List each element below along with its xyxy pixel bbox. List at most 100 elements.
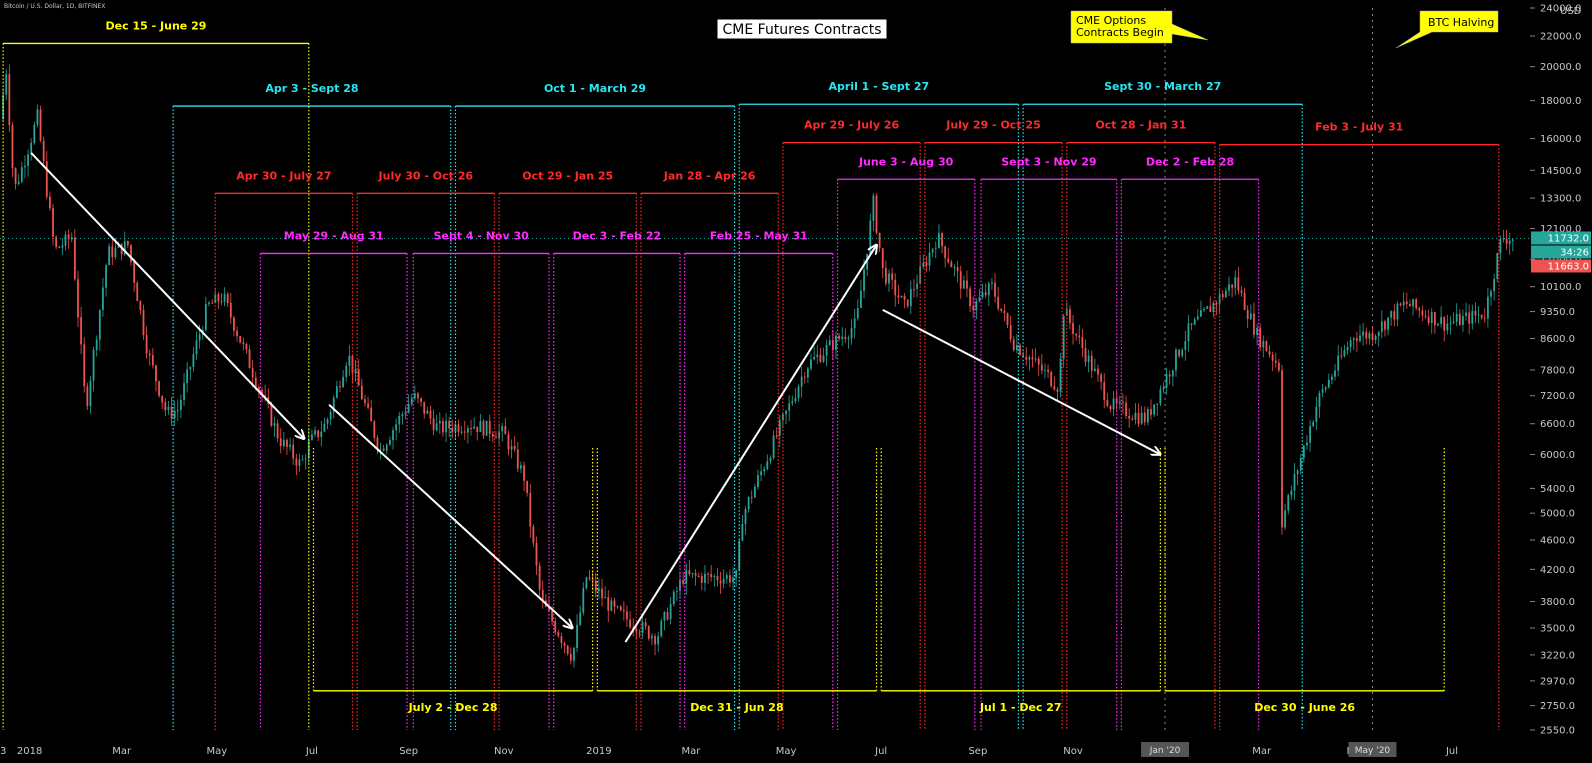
period-5: Apr 30 - July 27 bbox=[214, 169, 354, 730]
candle-body-236 bbox=[738, 540, 741, 571]
candle-body-307 bbox=[959, 271, 962, 289]
candle-body-36 bbox=[114, 247, 117, 258]
candle-body-191 bbox=[597, 588, 600, 592]
period-22: Jul 1 - Dec 27 bbox=[880, 448, 1161, 714]
candle-body-8 bbox=[27, 154, 29, 166]
period-label: Dec 3 - Feb 22 bbox=[573, 229, 661, 242]
candle-body-393 bbox=[1228, 284, 1230, 291]
candle-body-395 bbox=[1234, 277, 1237, 288]
candle-body-128 bbox=[401, 414, 404, 416]
period-label: Oct 29 - Jan 25 bbox=[522, 169, 613, 182]
period-2: Oct 1 - March 29 bbox=[454, 82, 736, 730]
candle-body-359 bbox=[1122, 401, 1124, 403]
x-tick-label-16: Jul bbox=[1445, 746, 1458, 757]
candle-body-286 bbox=[894, 279, 897, 296]
candle-body-451 bbox=[1409, 304, 1411, 307]
candle-body-32 bbox=[102, 287, 104, 311]
price-axis-bg bbox=[1530, 0, 1592, 759]
candle-body-166 bbox=[520, 465, 522, 469]
candle-body-161 bbox=[504, 426, 507, 435]
candle-body-391 bbox=[1221, 294, 1224, 298]
period-label: Sept 3 - Nov 29 bbox=[1001, 155, 1096, 168]
candle-body-422 bbox=[1318, 392, 1321, 407]
candle-body-412 bbox=[1287, 495, 1290, 511]
candle-body-163 bbox=[510, 446, 513, 450]
candle-body-388 bbox=[1212, 302, 1215, 312]
candle-body-26 bbox=[83, 344, 86, 387]
crosshair-markers-group bbox=[0, 8, 1530, 730]
candle-body-323 bbox=[1009, 324, 1012, 340]
candle-body-270 bbox=[844, 336, 847, 339]
candle-body-203 bbox=[635, 628, 638, 633]
period-label: Apr 3 - Sept 28 bbox=[265, 82, 358, 95]
candle-body-47 bbox=[148, 353, 151, 356]
candle-body-124 bbox=[389, 440, 391, 445]
candle-body-44 bbox=[139, 301, 142, 310]
candle-body-100 bbox=[314, 430, 316, 435]
candle-body-349 bbox=[1090, 355, 1093, 371]
candles-group bbox=[2, 64, 1514, 668]
period-label: July 29 - Oct 25 bbox=[945, 119, 1041, 132]
candle-body-300 bbox=[937, 233, 940, 248]
candle-body-262 bbox=[819, 354, 822, 362]
candle-body-271 bbox=[847, 338, 850, 340]
candle-body-466 bbox=[1455, 313, 1458, 322]
candle-body-27 bbox=[86, 386, 89, 407]
candle-body-219 bbox=[685, 570, 688, 584]
price-tag-countdown: 34:26 bbox=[1560, 247, 1589, 258]
options-callout-line-0: CME Options bbox=[1076, 14, 1146, 27]
candle-body-83 bbox=[261, 389, 263, 396]
period-13: May 29 - Aug 31 bbox=[259, 229, 408, 730]
candle-body-6 bbox=[20, 167, 23, 182]
candle-body-448 bbox=[1399, 303, 1402, 306]
candle-body-81 bbox=[254, 377, 257, 388]
candle-body-377 bbox=[1178, 349, 1180, 356]
candle-body-433 bbox=[1352, 338, 1355, 341]
candle-body-287 bbox=[897, 295, 900, 298]
candle-body-61 bbox=[192, 354, 195, 368]
candle-body-123 bbox=[385, 444, 388, 451]
candle-body-336 bbox=[1050, 371, 1053, 387]
y-tick-label-5: 14500.0 bbox=[1540, 166, 1581, 177]
price-tag-prev-bg bbox=[1531, 259, 1591, 273]
candle-body-319 bbox=[997, 296, 1000, 309]
x-tick-label-0: 13 bbox=[0, 746, 6, 757]
candle-body-209 bbox=[654, 636, 656, 645]
candle-body-233 bbox=[729, 575, 731, 583]
candle-body-147 bbox=[460, 431, 463, 433]
candle-body-15 bbox=[49, 196, 51, 209]
candle-body-96 bbox=[301, 459, 304, 461]
x-tick-label-12: Nov bbox=[1063, 746, 1083, 757]
candle-body-381 bbox=[1190, 323, 1193, 325]
candle-body-332 bbox=[1037, 358, 1040, 365]
candle-body-342 bbox=[1069, 309, 1071, 323]
candle-body-115 bbox=[360, 385, 363, 400]
candle-body-392 bbox=[1224, 290, 1227, 298]
candle-body-225 bbox=[704, 573, 706, 583]
candle-body-482 bbox=[1505, 238, 1508, 244]
candle-body-65 bbox=[204, 304, 207, 331]
candle-body-178 bbox=[557, 632, 560, 637]
candle-body-45 bbox=[142, 309, 145, 336]
candle-body-426 bbox=[1331, 376, 1333, 380]
candle-body-84 bbox=[264, 395, 267, 397]
trend-arrow-2 bbox=[624, 245, 876, 643]
y-tick-label-21: 3500.0 bbox=[1540, 624, 1575, 635]
candle-body-50 bbox=[158, 381, 160, 396]
candle-body-478 bbox=[1493, 278, 1496, 292]
candle-body-455 bbox=[1421, 310, 1424, 316]
y-tick-label-24: 2750.0 bbox=[1540, 701, 1575, 712]
candle-body-397 bbox=[1240, 290, 1243, 293]
x-tick-label-3: May bbox=[206, 746, 227, 757]
candle-body-298 bbox=[931, 248, 934, 253]
y-tick-label-15: 6000.0 bbox=[1540, 450, 1575, 461]
candle-body-470 bbox=[1468, 312, 1471, 324]
candle-body-176 bbox=[551, 610, 554, 622]
candle-body-258 bbox=[806, 368, 809, 378]
y-tick-label-11: 8600.0 bbox=[1540, 334, 1575, 345]
candle-body-384 bbox=[1200, 310, 1202, 317]
candle-body-77 bbox=[242, 342, 245, 344]
candle-body-2 bbox=[8, 74, 11, 126]
y-tick-label-2: 20000.0 bbox=[1540, 62, 1581, 73]
candle-body-274 bbox=[856, 307, 859, 319]
